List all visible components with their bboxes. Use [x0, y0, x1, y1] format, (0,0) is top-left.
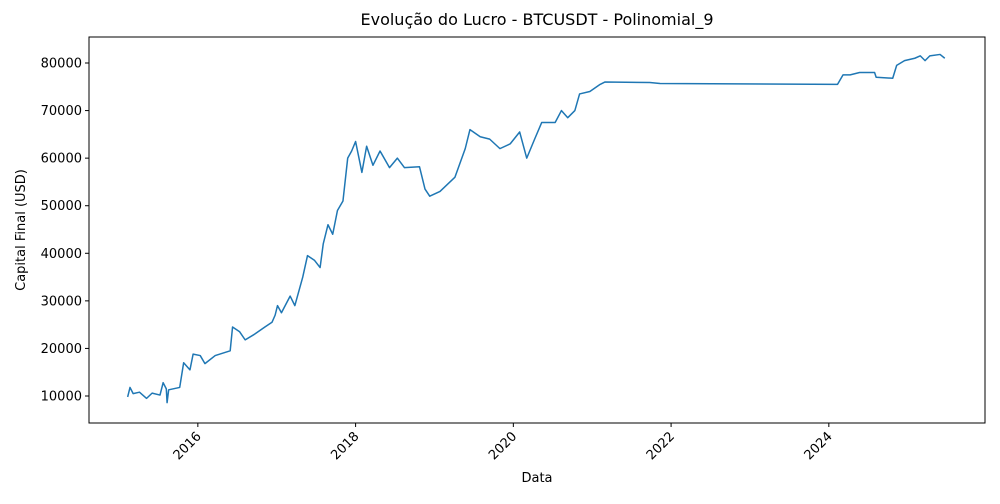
plot-frame: [88, 36, 986, 424]
x-axis-label: Data: [521, 471, 552, 486]
line-series: [126, 53, 946, 404]
y-tick-label: 70000: [41, 104, 82, 119]
y-tick-label: 60000: [41, 152, 82, 167]
x-tick-label: 2018: [328, 429, 362, 463]
x-tick-label: 2016: [171, 429, 205, 463]
x-tick-label: 2020: [486, 429, 520, 463]
y-tick-label: 10000: [41, 389, 82, 404]
y-tick-label: 20000: [41, 342, 82, 357]
y-tick-label: 80000: [41, 57, 82, 72]
y-tick-label: 40000: [41, 247, 82, 262]
x-tick-label: 2024: [802, 429, 836, 463]
y-tick-label: 30000: [41, 294, 82, 309]
chart-title: Evolução do Lucro - BTCUSDT - Polinomial…: [360, 10, 713, 30]
y-axis-label: Capital Final (USD): [14, 169, 29, 291]
x-tick-label: 2022: [644, 429, 678, 463]
y-tick-label: 50000: [41, 199, 82, 214]
